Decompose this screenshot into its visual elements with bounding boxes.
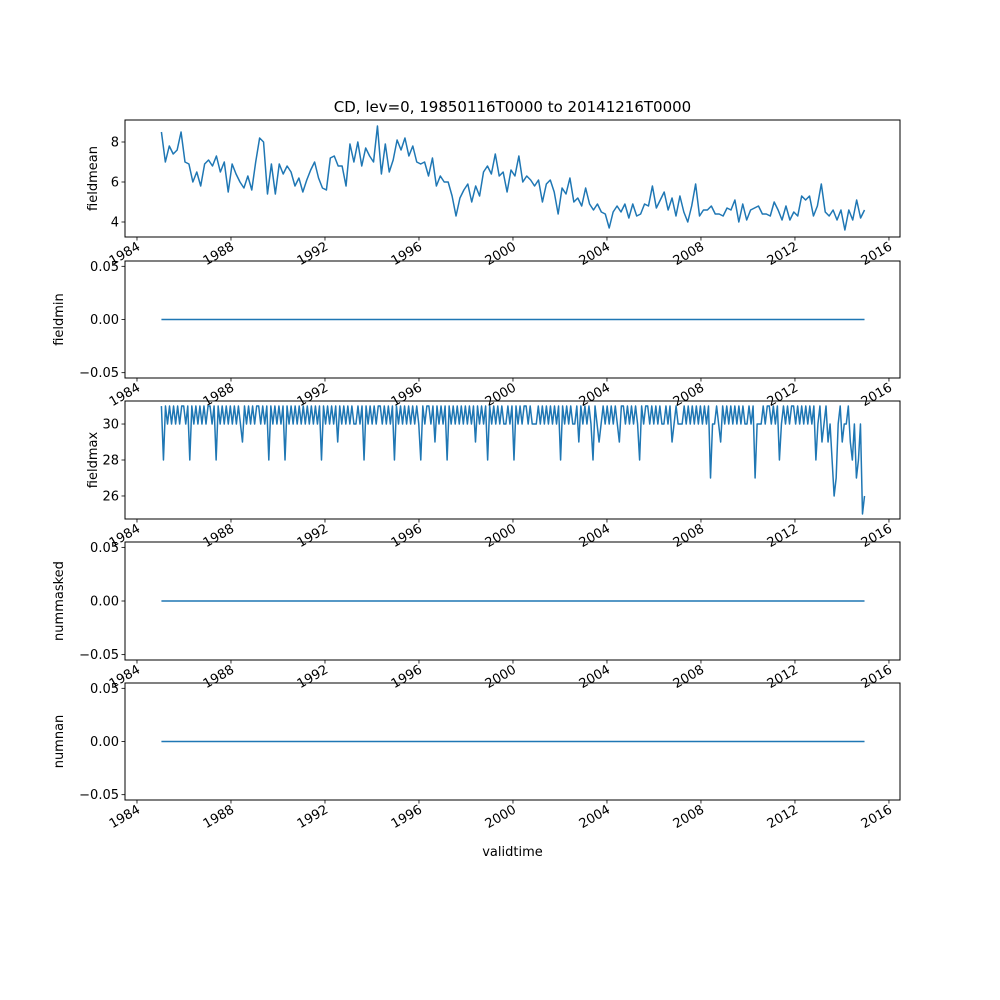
y-tick-label: 0.05 — [90, 682, 119, 697]
y-axis-label-numnan: numnan — [52, 715, 67, 769]
y-tick-label: −0.05 — [79, 788, 119, 803]
fieldmean-series-line — [160, 125, 866, 231]
y-axis-label-nummasked: nummasked — [52, 561, 67, 641]
y-tick-label: 26 — [102, 489, 119, 504]
y-tick-label: 0.05 — [90, 541, 119, 556]
fieldmax-series-line — [160, 405, 866, 515]
y-axis-label-fieldmax: fieldmax — [86, 432, 101, 489]
y-tick-label: 0.00 — [90, 313, 119, 328]
fieldmean-axes-frame — [124, 119, 901, 238]
y-tick-label: 30 — [102, 418, 119, 433]
y-tick-label: 4 — [111, 216, 119, 231]
chart-title: CD, lev=0, 19850116T0000 to 20141216T000… — [334, 98, 691, 116]
y-tick-label: 0.05 — [90, 260, 119, 275]
y-tick-label: 8 — [111, 136, 119, 151]
y-tick-label: 0.00 — [90, 735, 119, 750]
y-tick-label: 6 — [111, 176, 119, 191]
x-axis-label: validtime — [482, 845, 543, 860]
y-tick-label: 28 — [102, 454, 119, 469]
y-axis-label-fieldmean: fieldmean — [86, 146, 101, 211]
y-tick-label: 0.00 — [90, 595, 119, 610]
y-tick-label: −0.05 — [79, 366, 119, 381]
y-tick-label: −0.05 — [79, 648, 119, 663]
y-axis-label-fieldmin: fieldmin — [52, 293, 67, 346]
